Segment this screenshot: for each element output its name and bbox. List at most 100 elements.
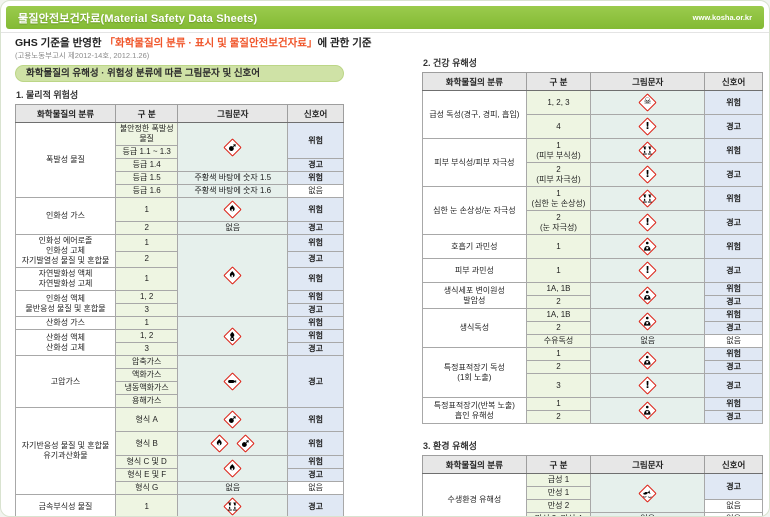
signal-word-cell: 위험 <box>704 282 763 296</box>
division-cell: 2 <box>525 321 592 335</box>
table-row: 금속부식성 물질 1 경고 <box>14 494 344 516</box>
table-row: 수생환경 유해성 급성 1 경고 <box>422 473 763 516</box>
signal-word-cell: 위험 <box>704 138 763 163</box>
table-row: 등급 1.5 주황색 바탕에 숫자 1.5 위험 <box>16 171 344 185</box>
division-cell: 3 <box>115 303 179 317</box>
pictogram-cell: ! <box>590 373 706 398</box>
division-cell: 1 (피부 부식성) <box>525 138 592 163</box>
cell-text: 경고 <box>726 121 741 131</box>
division-cell: 만성 3, 만성 4 <box>525 512 592 516</box>
flame-over-circle-icon <box>223 326 242 346</box>
cell-text: 위험 <box>308 274 323 283</box>
table-row: 용해가스 <box>16 394 344 408</box>
table-row: 등급 1.1 ~ 1.3 <box>16 145 344 159</box>
table-row: 2 경고 <box>423 295 763 309</box>
column-header: 화학물질의 분류 <box>422 72 527 91</box>
pictogram-cell <box>177 355 289 408</box>
division-cell: 액화가스 <box>115 368 179 382</box>
pictogram-group <box>638 400 657 421</box>
pictogram-cell <box>177 197 289 222</box>
classification-cell: 자연발화성 액체 자연발화성 고체 <box>14 267 117 291</box>
subtitle-highlight: 「화학물질의 분류 · 표시 및 물질안전보건자료」 <box>104 37 318 49</box>
division-cell: 1 <box>115 197 179 222</box>
pictogram-group <box>223 265 242 286</box>
signal-word-cell: 위험 <box>704 90 763 115</box>
physical-hazards-table-slot: 화학물질의 분류 구 분 그림문자 신호어 폭발성 물질 불안정한 폭발성물질 위험 등급 1… <box>14 104 344 516</box>
pictogram-cell: 주황색 바탕에 숫자 1.6 <box>177 184 289 198</box>
cell-text: 없음 <box>225 223 241 232</box>
cell-text: 위험 <box>308 457 323 466</box>
division-cell: 2 (눈 자극성) <box>525 210 592 235</box>
division-cell: 3 <box>525 373 592 398</box>
environmental-hazards-table-slot: 화학물질의 분류 구 분 그림문자 신호어 수생환경 유해성 급성 1 경고 만성 1 만성 2… <box>422 455 763 516</box>
table-row: 심한 눈 손상성/눈 자극성 1 (심한 눈 손상성) 위험 <box>422 186 763 235</box>
cell-text: 1 <box>556 241 561 251</box>
division-cell: 2 <box>115 221 179 235</box>
cell-text: 1 <box>556 399 561 408</box>
pictogram-group: ! <box>638 116 657 137</box>
division-cell: 등급 1.1 ~ 1.3 <box>115 145 179 159</box>
exclamation-icon: ! <box>638 117 657 136</box>
cell-text: 등급 1.5 <box>132 173 161 182</box>
classification-cell: 인화성 액체 물반응성 물질 및 혼합물 <box>14 290 117 317</box>
cell-text: 없음 <box>225 483 241 492</box>
signal-word-cell: 위험 <box>287 267 344 291</box>
cell-text: 2 <box>556 362 561 371</box>
cell-text: 2 <box>556 323 561 332</box>
cell-text: 위험 <box>308 331 323 340</box>
subtitle-line: GHS 기준을 반영한 「화학물질의 분류 · 표시 및 물질안전보건자료」에 … <box>15 37 372 50</box>
division-cell: 1 <box>525 347 592 361</box>
cell-text: 1 <box>144 204 149 214</box>
pictogram-cell: ! <box>590 210 706 235</box>
division-cell: 형식 E 및 F <box>115 468 179 482</box>
classification-cell: 심한 눈 손상성/눈 자극성 <box>422 186 527 235</box>
table-row: 2 (피부 자극성)! 경고 <box>423 162 763 187</box>
cell-text: 3 <box>556 380 561 390</box>
health-hazard-icon <box>638 312 657 331</box>
pictogram-cell <box>177 407 289 432</box>
signal-word-cell: 경고 <box>287 342 344 356</box>
cell-text: 산화성 액체 산화성 고체 <box>46 332 86 352</box>
spacer <box>422 424 763 436</box>
signal-word-cell: 없음 <box>287 184 344 198</box>
division-cell: 형식 C 및 D <box>115 455 179 469</box>
cell-text: 1, 2 <box>140 292 154 301</box>
signal-word-cell: 위험 <box>704 234 763 259</box>
pictogram-cell: ! <box>590 114 706 139</box>
cell-text: 등급 1.1 ~ 1.3 <box>122 147 171 156</box>
title-banner: 물질안전보건자료(Material Safety Data Sheets) ww… <box>6 6 764 29</box>
division-cell: 급성 1 <box>525 473 592 487</box>
cell-text: 경고 <box>726 265 741 275</box>
cell-text: 냉동액화가스 <box>124 383 169 392</box>
division-cell: 압축가스 <box>115 355 179 369</box>
cell-text: 위험 <box>726 349 741 358</box>
flame-icon <box>223 459 242 478</box>
cell-text: 경고 <box>308 470 323 479</box>
pictogram-group <box>223 326 242 347</box>
pictogram-group <box>638 350 657 371</box>
cell-text: 만성 1 <box>547 488 570 497</box>
table-header-row: 화학물질의 분류 구 분 그림문자 신호어 <box>422 72 763 91</box>
cell-text: 경고 <box>308 344 323 353</box>
cell-text: 없음 <box>640 336 656 345</box>
signal-word-cell: 경고 <box>287 468 344 482</box>
pictogram-group <box>223 371 242 392</box>
pictogram-cell <box>177 122 289 172</box>
cell-text: 1 <box>556 349 561 358</box>
cell-text: 1 <box>556 265 561 275</box>
pictogram-cell <box>177 431 289 456</box>
cell-text: 경고 <box>308 254 323 264</box>
cell-text: 위험 <box>726 97 741 107</box>
cell-text: 2 <box>556 412 561 421</box>
table-row: 피부 부식성/피부 자극성 1 (피부 부식성) 위험 <box>422 138 763 187</box>
cell-text: 자연발화성 액체 자연발화성 고체 <box>38 269 93 288</box>
table-row: 형식 C 및 D 위험 <box>16 455 344 482</box>
pictogram-group <box>638 483 657 504</box>
cell-text: 1 <box>144 501 149 511</box>
cell-text: 경고 <box>726 169 741 179</box>
cell-text: 고압가스 <box>50 376 81 386</box>
cell-text: 경고 <box>726 323 741 332</box>
division-cell: 1 (심한 눈 손상성) <box>525 186 592 211</box>
cell-text: 2 (피부 자극성) <box>536 164 581 184</box>
